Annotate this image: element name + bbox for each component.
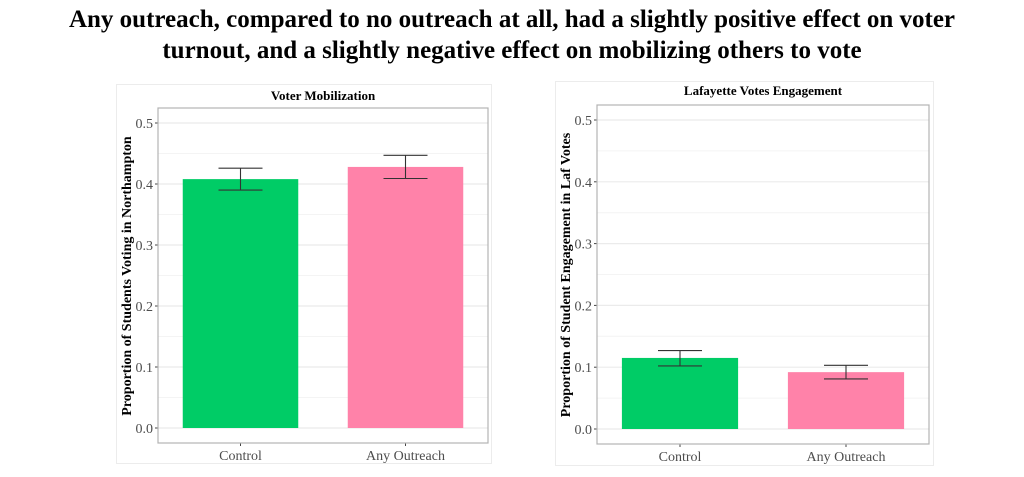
y-tick-label: 0.1 (136, 361, 154, 376)
chart-title: Voter Mobilization (271, 88, 376, 103)
figure-title-line-2: turnout, and a slightly negative effect … (162, 37, 862, 64)
y-tick-label: 0.0 (575, 423, 593, 438)
chart-lafayette-votes-engagement: Lafayette Votes Engagement 0.0 0.1 0.2 0.3 0.… (559, 83, 930, 465)
y-tick-label: 0.0 (136, 422, 154, 437)
y-tick-label: 0.1 (575, 361, 593, 376)
y-tick-label: 0.3 (575, 238, 593, 253)
x-tick-label: Control (219, 449, 262, 464)
y-tick-label: 0.2 (575, 299, 593, 314)
chart-voter-mobilization: Voter Mobilization 0.0 0.1 0.2 0.3 0.4 0.5 Cont… (120, 88, 489, 464)
chart-panel-voter-mobilization: Voter Mobilization 0.0 0.1 0.2 0.3 0.4 0.5 Cont… (116, 84, 492, 464)
y-tick-label: 0.5 (136, 117, 154, 132)
y-tick-label: 0.3 (136, 239, 154, 254)
y-tick-label: 0.4 (575, 176, 593, 191)
bar-control (621, 357, 739, 429)
bar-control (182, 179, 299, 428)
x-tick-label: Any Outreach (807, 450, 886, 465)
y-tick-label: 0.5 (575, 114, 593, 129)
x-tick-label: Any Outreach (366, 449, 445, 464)
figure-title-line-1: Any outreach, compared to no outreach at… (68, 6, 956, 33)
plot-border (596, 104, 930, 445)
y-axis-label: Proportion of Students Voting in Northam… (120, 136, 135, 416)
y-tick-label: 0.4 (136, 178, 154, 193)
chart-title: Lafayette Votes Engagement (684, 83, 843, 98)
bar-any-outreach (347, 166, 464, 429)
y-tick-label: 0.2 (136, 300, 154, 315)
x-tick-label: Control (659, 450, 702, 465)
bar-any-outreach (787, 372, 905, 429)
plot-border (157, 107, 489, 444)
y-axis-label: Proportion of Student Engagement in Laf … (559, 132, 574, 417)
figure-title: Any outreach, compared to no outreach at… (0, 4, 1024, 66)
chart-panel-lafayette-votes: Lafayette Votes Engagement 0.0 0.1 0.2 0.3 0.… (555, 81, 934, 466)
